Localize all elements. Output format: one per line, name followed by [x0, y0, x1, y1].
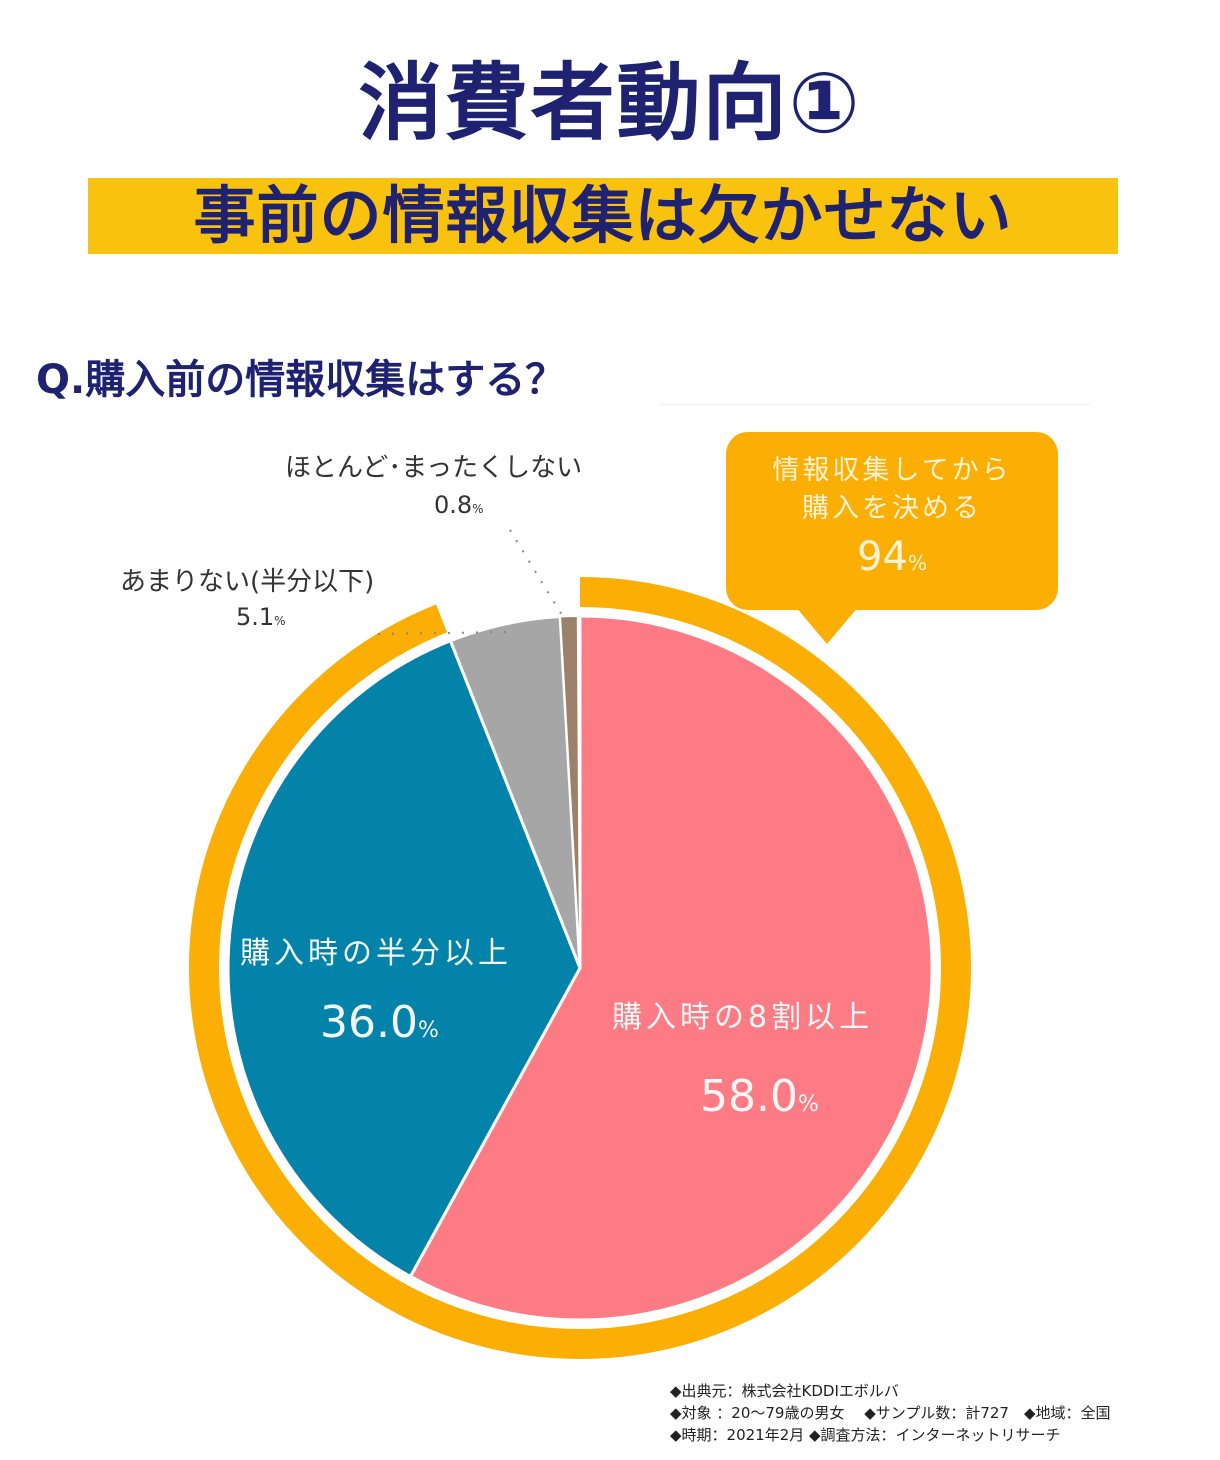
slice-8wari-ijou: [408, 614, 934, 1322]
value-8wari-ijou: 58.0%: [700, 1070, 819, 1132]
label-8wari-ijou: 購入時の8割以上: [612, 1000, 874, 1035]
chart-question: Q.購入前の情報収集はする？: [36, 357, 566, 403]
leader-line-brown: [509, 529, 569, 626]
slice-hotondo-shinai: [559, 615, 581, 969]
source-line-2: ◆対象 ：20〜79歳の男女 ◆サンプル数：計727 ◆地域：全国: [670, 1404, 1111, 1422]
callout-label: 情報収集してから 購入を決める: [726, 452, 1058, 528]
value-number: 36.0: [320, 997, 418, 1048]
callout-pointer: [795, 606, 859, 644]
value-hanbun-ijou: 36.0%: [320, 996, 439, 1058]
value-number: 58.0: [700, 1071, 798, 1122]
label-hanbun-ijou: 購入時の半分以上: [240, 936, 512, 971]
percent-sign: %: [417, 1018, 439, 1043]
value-hotondo-shinai: 0.8%: [434, 490, 484, 524]
value-number: 0.8: [434, 491, 473, 519]
callout-box: [726, 432, 1058, 610]
page-title: 消費者動向①: [358, 54, 862, 152]
ring-94-percent: [189, 577, 971, 1359]
divider: [660, 404, 1090, 405]
percent-sign: %: [472, 502, 484, 516]
slice-hanbun-ijou: [226, 638, 582, 1279]
label-hotondo-shinai: ほとんど･まったくしない: [285, 453, 583, 483]
callout-line-1: 情報収集してから: [772, 455, 1012, 486]
callout-value: 94%: [726, 532, 1058, 588]
value-amari-nai: 5.1%: [236, 602, 286, 636]
subtitle-banner: [88, 178, 1118, 254]
percent-sign: %: [907, 551, 927, 575]
label-amari-nai: あまりない(半分以下): [120, 567, 375, 597]
callout-line-2: 購入を決める: [802, 493, 982, 524]
callout-number: 94: [857, 534, 908, 580]
subtitle-text: 事前の情報収集は欠かせない: [193, 179, 1013, 252]
value-number: 5.1: [236, 603, 275, 631]
source-line-1: ◆出典元：株式会社KDDIエボルバ: [670, 1382, 899, 1400]
source-line-3: ◆時期：2021年2月 ◆調査方法：インターネットリサーチ: [670, 1426, 1061, 1444]
source-note: ◆出典元：株式会社KDDIエボルバ ◆対象 ：20〜79歳の男女 ◆サンプル数：…: [670, 1380, 1111, 1446]
percent-sign: %: [797, 1092, 819, 1117]
percent-sign: %: [274, 614, 286, 628]
